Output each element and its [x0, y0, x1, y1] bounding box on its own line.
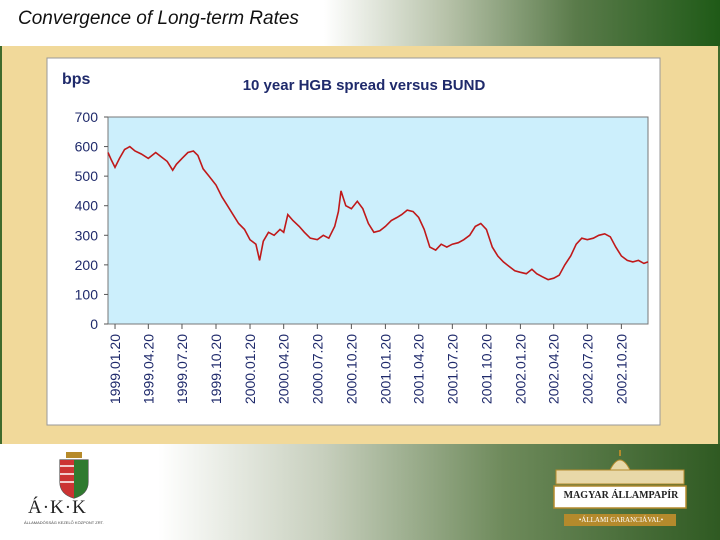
page-title: Convergence of Long-term Rates [18, 8, 299, 29]
x-tick-label: 2001.10.20 [478, 334, 494, 404]
allami-garanciaval-text: •ÁLLAMI GARANCIÁVAL• [578, 516, 664, 524]
title-bar: Convergence of Long-term Rates [0, 0, 720, 46]
x-tick-label: 1999.07.20 [174, 334, 190, 404]
y-tick-label: 200 [75, 257, 99, 273]
x-tick-label: 2002.10.20 [613, 334, 629, 404]
y-axis-label: bps [62, 71, 91, 88]
x-tick-label: 2002.04.20 [546, 334, 562, 404]
series-line [107, 145, 649, 281]
chart-title: 10 year HGB spread versus BUND [243, 77, 486, 94]
y-tick-label: 0 [90, 316, 98, 332]
x-tick-label: 2001.04.20 [411, 334, 427, 404]
y-tick-label: 500 [75, 168, 99, 184]
x-tick-label: 2000.01.20 [242, 334, 258, 404]
akk-subtext: ÁLLAMADÓSSÁG KEZELŐ KÖZPONT ZRT. [24, 520, 104, 525]
x-tick-label: 1999.01.20 [107, 334, 123, 404]
x-tick-label: 2000.07.20 [309, 334, 325, 404]
x-tick-label: 1999.10.20 [208, 334, 224, 404]
magyar-allampapir-name: MAGYAR ÁLLAMPAPÍR [563, 490, 679, 501]
magyar-allampapir-logo [553, 450, 687, 526]
y-tick-label: 700 [75, 109, 99, 125]
x-tick-label: 2000.04.20 [276, 334, 292, 404]
x-axis: 1999.01.20 1999.04.20 1999.07.20 1999.10.20… [107, 324, 629, 404]
x-tick-label: 2001.07.20 [444, 334, 460, 404]
akk-coat-of-arms-logo [59, 452, 89, 499]
y-tick-label: 100 [75, 286, 99, 302]
x-tick-label: 2000.10.20 [343, 334, 359, 404]
plot-area [107, 116, 649, 325]
x-tick-label: 2001.01.20 [377, 334, 393, 404]
x-tick-label: 2002.07.20 [579, 334, 595, 404]
akk-letters: Á·K·K [28, 497, 87, 518]
y-tick-label: 600 [75, 139, 99, 155]
y-axis: 0 100 200 300 400 500 600 700 [75, 109, 108, 332]
y-tick-label: 300 [75, 227, 99, 243]
x-tick-label: 1999.04.20 [140, 334, 156, 404]
x-tick-label: 2002.01.20 [512, 334, 528, 404]
y-tick-label: 400 [75, 198, 99, 214]
